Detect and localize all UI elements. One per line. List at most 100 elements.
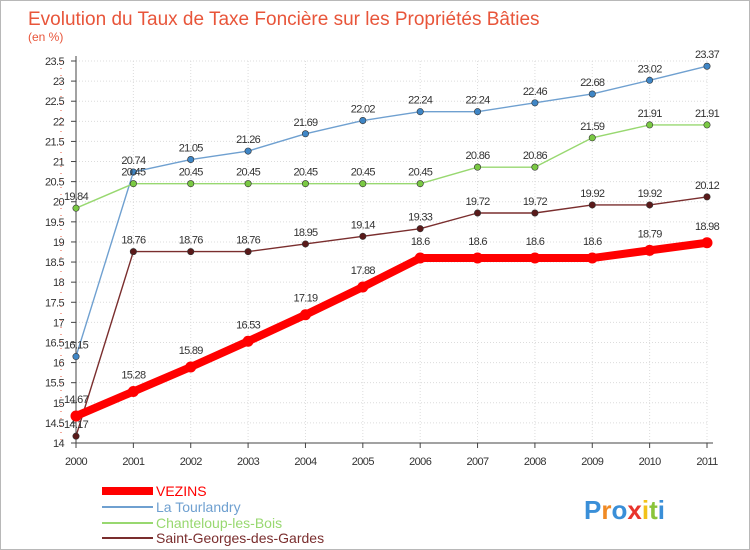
data-point bbox=[129, 168, 137, 176]
data-label: 16.15 bbox=[64, 340, 89, 352]
data-label: 20.86 bbox=[466, 150, 491, 162]
y-tick-label: 22.5 bbox=[45, 96, 64, 108]
data-point bbox=[72, 353, 80, 361]
data-point bbox=[531, 209, 539, 217]
y-tick-label: 15 bbox=[53, 398, 65, 410]
data-label: 15.28 bbox=[121, 370, 146, 382]
y-tick-label: 22 bbox=[53, 116, 65, 128]
y-tick-label: 16.5 bbox=[45, 337, 64, 349]
y-tick-label: 17.5 bbox=[45, 297, 64, 309]
data-label: 20.12 bbox=[695, 180, 720, 192]
data-point bbox=[301, 180, 309, 188]
data-point bbox=[588, 201, 596, 209]
data-label-layer: 16.15 20.74 21.05 21.26 21.69 22.02 22.24 22.24… bbox=[64, 49, 720, 431]
data-label: 21.59 bbox=[580, 121, 605, 133]
data-point bbox=[72, 432, 80, 440]
data-point bbox=[187, 180, 195, 188]
data-label: 18.98 bbox=[695, 221, 720, 233]
data-label: 20.45 bbox=[408, 167, 433, 179]
y-tick-label: 18 bbox=[53, 277, 65, 289]
y-tick-label: 20 bbox=[53, 197, 65, 209]
data-point bbox=[359, 232, 367, 240]
data-point bbox=[588, 134, 596, 142]
series-chanteloup-les-bois bbox=[72, 121, 711, 212]
data-label: 18.6 bbox=[526, 236, 545, 248]
data-label: 15.89 bbox=[179, 345, 204, 357]
y-tick-label: 19.5 bbox=[45, 217, 64, 229]
data-point bbox=[703, 121, 711, 129]
data-point bbox=[301, 240, 309, 248]
data-point bbox=[187, 248, 195, 256]
data-label: 17.88 bbox=[351, 265, 376, 277]
y-tick-label: 19 bbox=[53, 237, 65, 249]
data-label: 18.6 bbox=[583, 236, 602, 248]
data-point bbox=[359, 180, 367, 188]
x-tick-label: 2011 bbox=[696, 456, 718, 468]
data-point bbox=[301, 130, 309, 138]
data-label: 19.92 bbox=[580, 188, 605, 200]
logo-text: Proxiti bbox=[584, 495, 665, 525]
data-point bbox=[129, 248, 137, 256]
data-label: 20.45 bbox=[351, 167, 376, 179]
data-label: 19.33 bbox=[408, 212, 433, 224]
data-point bbox=[416, 180, 424, 188]
data-point bbox=[474, 163, 482, 171]
series-layer bbox=[70, 62, 713, 440]
data-point bbox=[529, 252, 541, 264]
data-label: 22.68 bbox=[580, 77, 605, 89]
y-tick-label: 21 bbox=[53, 157, 65, 169]
chart-subtitle: (en %) bbox=[28, 30, 63, 44]
data-label: 20.74 bbox=[121, 155, 146, 167]
data-point bbox=[72, 204, 80, 212]
data-label: 20.45 bbox=[121, 167, 146, 179]
data-point bbox=[703, 193, 711, 201]
data-point bbox=[357, 281, 369, 293]
logo-letter: i bbox=[642, 495, 649, 525]
x-tick-label: 2007 bbox=[467, 456, 490, 468]
data-point bbox=[646, 121, 654, 129]
y-tick-label: 14.5 bbox=[45, 418, 64, 430]
series-la-tourlandry bbox=[72, 62, 711, 361]
data-label: 19.84 bbox=[64, 191, 89, 203]
logo-letter: r bbox=[601, 495, 611, 525]
data-label: 18.6 bbox=[468, 236, 487, 248]
series-line-chanteloup-les-bois bbox=[75, 124, 708, 209]
data-point bbox=[127, 386, 139, 398]
data-label: 20.86 bbox=[523, 150, 548, 162]
y-tick-label: 16 bbox=[53, 358, 65, 370]
data-label: 18.95 bbox=[293, 227, 318, 239]
data-point bbox=[242, 335, 254, 347]
chart-title: Evolution du Taux de Taxe Foncière sur l… bbox=[28, 9, 540, 30]
legend-label-la-tourlandry: La Tourlandry bbox=[156, 499, 241, 515]
data-point bbox=[644, 244, 656, 256]
data-point bbox=[531, 163, 539, 171]
data-label: 18.76 bbox=[121, 235, 146, 247]
data-label: 17.19 bbox=[293, 293, 318, 305]
y-tick-label: 23.5 bbox=[45, 56, 64, 68]
data-label: 20.45 bbox=[179, 167, 204, 179]
data-label: 22.24 bbox=[408, 95, 433, 107]
data-point bbox=[129, 180, 137, 188]
legend-label-vezins: VEZINS bbox=[156, 483, 207, 499]
x-tick-label: 2005 bbox=[352, 456, 375, 468]
data-label: 18.76 bbox=[179, 235, 204, 247]
data-point bbox=[244, 248, 252, 256]
data-point bbox=[187, 156, 195, 164]
x-tick-label: 2004 bbox=[294, 456, 317, 468]
data-label: 19.72 bbox=[466, 196, 491, 208]
data-point bbox=[646, 76, 654, 84]
data-point bbox=[185, 361, 197, 373]
data-point bbox=[701, 237, 713, 249]
grid-layer bbox=[75, 60, 708, 444]
data-label: 19.72 bbox=[523, 196, 548, 208]
data-point bbox=[588, 90, 596, 98]
x-tick-label: 2006 bbox=[409, 456, 432, 468]
y-tick-label: 23 bbox=[53, 76, 65, 88]
series-line-la-tourlandry bbox=[75, 65, 708, 358]
data-point bbox=[531, 99, 539, 107]
y-tick-label: 17 bbox=[53, 317, 65, 329]
legend-label-saint-georges-des-gardes: Saint-Georges-des-Gardes bbox=[156, 530, 324, 546]
data-label: 21.91 bbox=[638, 108, 663, 120]
data-label: 16.53 bbox=[236, 319, 261, 331]
